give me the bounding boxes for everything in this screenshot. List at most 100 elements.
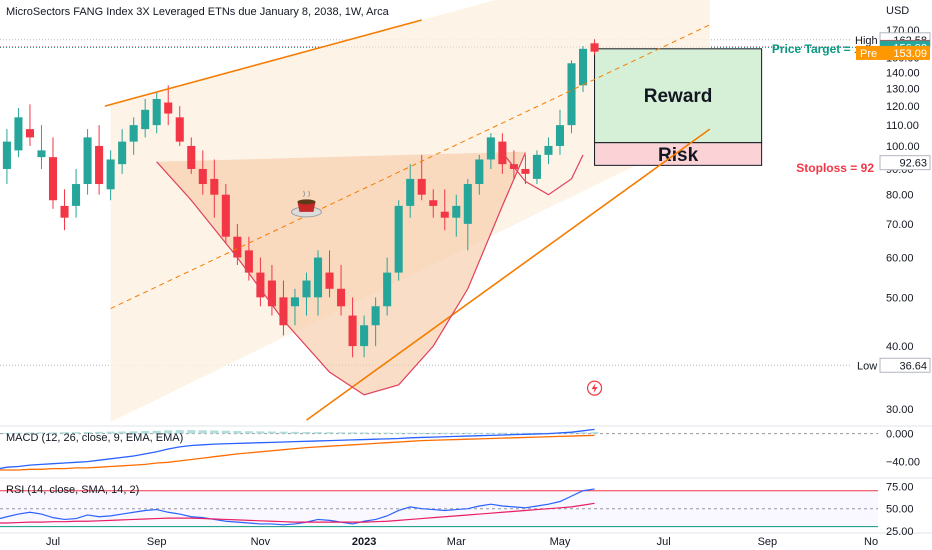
channel-upper-line[interactable]: [104, 19, 422, 107]
macd-histogram-bar[interactable]: [267, 431, 276, 434]
candle-body[interactable]: [394, 205, 403, 273]
candle-body[interactable]: [290, 297, 300, 307]
candle-body[interactable]: [555, 125, 565, 146]
macd-histogram-bar[interactable]: [256, 431, 265, 434]
macd-histogram-bar[interactable]: [486, 432, 495, 434]
macd-histogram-bar[interactable]: [371, 432, 380, 434]
macd-histogram-bar[interactable]: [360, 432, 369, 434]
lightning-icon[interactable]: [586, 380, 603, 396]
macd-histogram-bar[interactable]: [279, 431, 288, 434]
candle-body[interactable]: [221, 194, 230, 237]
rsi-ma-line[interactable]: [0, 502, 595, 524]
candle-body[interactable]: [475, 159, 484, 185]
macd-histogram-bar[interactable]: [290, 431, 300, 434]
macd-histogram-bar[interactable]: [509, 432, 518, 434]
candle-body[interactable]: [578, 48, 588, 86]
macd-histogram-bar[interactable]: [72, 432, 81, 434]
macd-histogram-bar[interactable]: [2, 432, 11, 434]
macd-panel[interactable]: 0.000 −40.00: [0, 428, 920, 471]
candle-body[interactable]: [198, 168, 207, 185]
rsi-line[interactable]: [0, 488, 595, 526]
macd-histogram-bar[interactable]: [187, 430, 196, 434]
candle-body[interactable]: [383, 272, 392, 307]
candle-body[interactable]: [463, 184, 472, 224]
macd-histogram-bar[interactable]: [37, 432, 46, 434]
macd-histogram-bar[interactable]: [325, 432, 334, 434]
candle-body[interactable]: [348, 315, 357, 347]
candle-body[interactable]: [521, 168, 530, 174]
candle-body[interactable]: [406, 178, 415, 206]
macd-histogram-bar[interactable]: [313, 432, 323, 434]
candle-body[interactable]: [14, 117, 23, 151]
macd-histogram-bar[interactable]: [233, 430, 242, 434]
macd-histogram-bar[interactable]: [521, 432, 530, 434]
macd-histogram-bar[interactable]: [578, 432, 588, 434]
macd-histogram-bar[interactable]: [175, 430, 184, 434]
candle-body[interactable]: [48, 157, 58, 201]
reward-zone[interactable]: [594, 48, 763, 144]
candle-body[interactable]: [187, 145, 196, 169]
macd-histogram-bar[interactable]: [348, 432, 357, 434]
candle-body[interactable]: [567, 63, 576, 126]
candle-body[interactable]: [141, 109, 150, 130]
macd-histogram-bar[interactable]: [498, 432, 507, 434]
macd-histogram-bar[interactable]: [210, 430, 219, 434]
macd-histogram-bar[interactable]: [429, 432, 438, 434]
macd-histogram-bar[interactable]: [152, 430, 161, 434]
rsi-panel[interactable]: 75.00 50.00 25.00: [0, 481, 914, 538]
candle-body[interactable]: [452, 205, 461, 218]
macd-histogram-bar[interactable]: [452, 432, 461, 434]
candle-body[interactable]: [279, 297, 288, 326]
channel-mid-line[interactable]: [110, 23, 713, 310]
candle-body[interactable]: [72, 184, 81, 206]
macd-histogram-bar[interactable]: [417, 432, 426, 434]
candle-body[interactable]: [532, 154, 541, 179]
macd-histogram-bar[interactable]: [302, 432, 311, 434]
candle-body[interactable]: [486, 137, 495, 160]
macd-histogram-bar[interactable]: [118, 431, 127, 434]
macd-histogram-bar[interactable]: [141, 430, 150, 434]
macd-histogram-bar[interactable]: [198, 430, 207, 434]
candle-body[interactable]: [60, 205, 69, 218]
macd-histogram-bar[interactable]: [475, 432, 484, 434]
candle-body[interactable]: [590, 43, 599, 52]
candle-body[interactable]: [152, 98, 161, 126]
candle-body[interactable]: [210, 178, 219, 195]
candle-body[interactable]: [244, 250, 253, 273]
macd-histogram-bar[interactable]: [383, 432, 392, 434]
risk-zone[interactable]: [594, 142, 763, 166]
channel-lower-line[interactable]: [306, 128, 711, 421]
candle-body[interactable]: [544, 145, 553, 155]
candle-body[interactable]: [2, 141, 11, 169]
candle-body[interactable]: [129, 125, 138, 142]
candle-body[interactable]: [267, 280, 276, 307]
macd-histogram-bar[interactable]: [106, 431, 115, 434]
candle-body[interactable]: [371, 306, 380, 326]
candle-body[interactable]: [106, 159, 115, 190]
macd-histogram-bar[interactable]: [221, 430, 230, 434]
macd-histogram-bar[interactable]: [394, 432, 403, 434]
candle-body[interactable]: [302, 280, 311, 298]
macd-histogram-bar[interactable]: [25, 432, 34, 434]
macd-histogram-bar[interactable]: [95, 431, 104, 434]
macd-histogram-bar[interactable]: [60, 432, 69, 434]
macd-line[interactable]: [0, 428, 595, 470]
macd-histogram-bar[interactable]: [463, 432, 472, 434]
drawings[interactable]: Reward Risk Price Target = 156 Stoploss = 9…: [104, 19, 874, 421]
macd-histogram-bar[interactable]: [567, 432, 576, 434]
handle-curve[interactable]: [501, 152, 584, 196]
macd-histogram-bar[interactable]: [440, 432, 449, 434]
candle-body[interactable]: [256, 272, 265, 298]
cup-curve[interactable]: [156, 152, 526, 396]
candle-body[interactable]: [417, 178, 426, 195]
candle-body[interactable]: [164, 102, 173, 114]
macd-histogram-bar[interactable]: [129, 431, 138, 434]
candle-body[interactable]: [118, 141, 127, 165]
candle-body[interactable]: [440, 211, 449, 218]
candlesticks[interactable]: [2, 39, 599, 358]
macd-histogram-bar[interactable]: [48, 432, 58, 434]
candle-body[interactable]: [337, 288, 346, 307]
candle-body[interactable]: [175, 117, 184, 142]
candle-body[interactable]: [37, 150, 46, 158]
macd-histogram-bar[interactable]: [83, 432, 92, 434]
